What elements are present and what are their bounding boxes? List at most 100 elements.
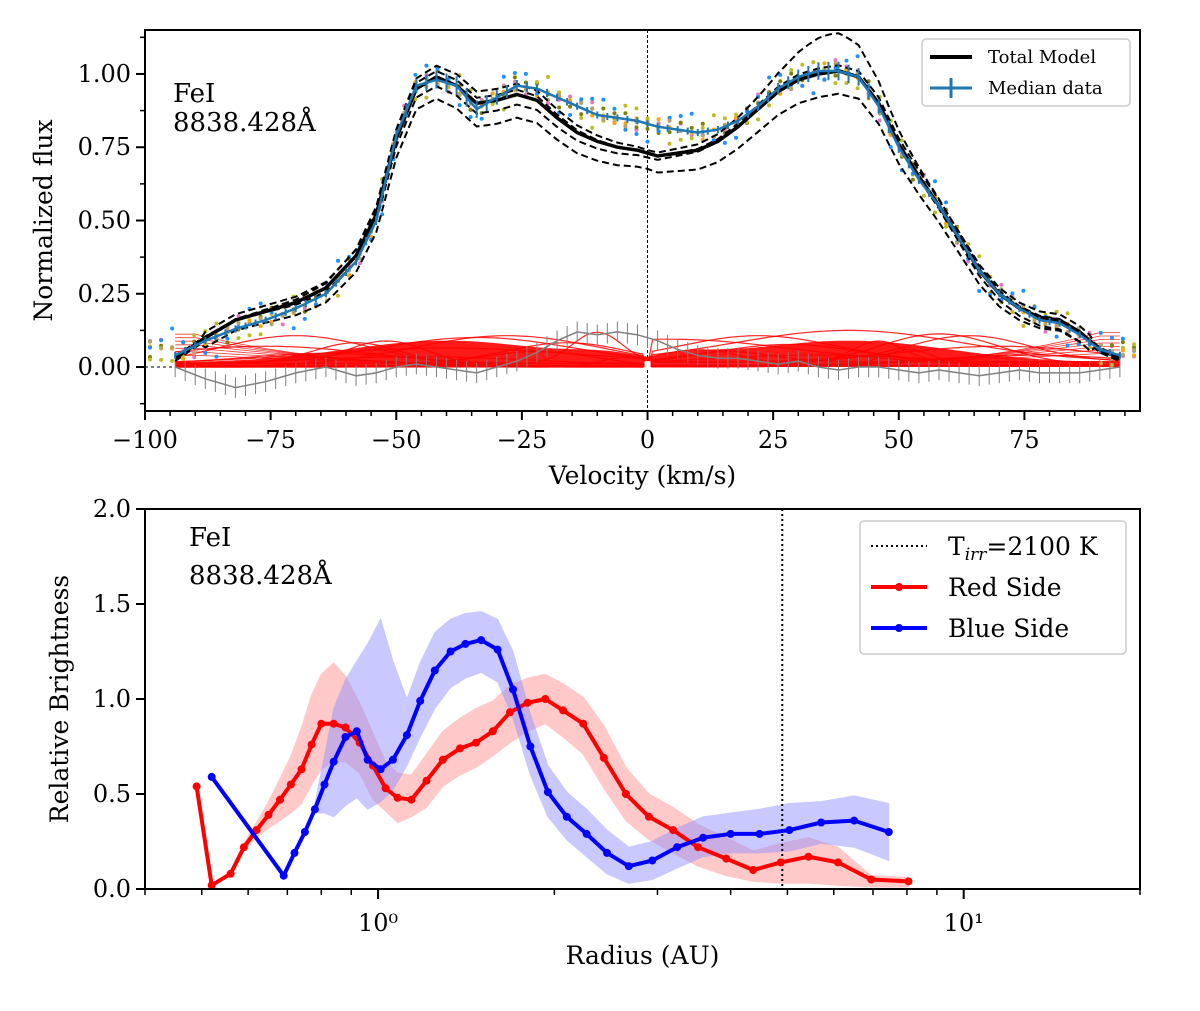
blue-side-point — [341, 733, 350, 741]
red-side-point — [307, 740, 316, 749]
data-point — [855, 86, 860, 91]
data-point — [148, 345, 152, 350]
data-point — [623, 121, 628, 126]
data-point — [568, 94, 573, 99]
data-point — [1109, 343, 1114, 348]
data-point — [800, 83, 805, 88]
y-tick-label: 0.0 — [93, 875, 131, 903]
data-point — [192, 351, 197, 356]
red-side-point — [422, 776, 431, 785]
blue-side-point — [279, 871, 288, 880]
data-point — [336, 293, 340, 298]
flux-legend: Total Model Median data — [921, 38, 1131, 107]
x-tick-label: 75 — [1009, 426, 1040, 454]
blue-side-point — [446, 647, 455, 656]
data-point — [722, 116, 727, 121]
red-side-point — [621, 790, 630, 798]
data-point — [1109, 362, 1114, 367]
data-point — [280, 322, 285, 327]
red-side-point — [239, 843, 248, 852]
data-point — [468, 115, 473, 119]
y-tick-label: 0.25 — [78, 280, 131, 308]
data-point — [258, 324, 263, 329]
data-point — [844, 58, 849, 63]
data-point — [1120, 340, 1125, 345]
data-point — [236, 314, 241, 319]
residual-series — [174, 321, 1121, 398]
y-tick-label: 1.00 — [78, 60, 131, 88]
y-tick-label: 0.5 — [93, 780, 131, 808]
data-point — [380, 212, 385, 217]
data-point — [833, 81, 838, 86]
data-point — [170, 345, 175, 350]
legend-irradiation-label: Tirr=2100 K — [948, 532, 1099, 565]
data-point — [623, 127, 628, 132]
blue-side-point — [363, 755, 372, 764]
red-side-point — [297, 765, 306, 774]
data-point — [822, 61, 827, 66]
data-point — [590, 113, 595, 118]
red-side-point — [541, 695, 550, 703]
data-point — [689, 136, 694, 141]
data-point — [247, 333, 252, 338]
red-side-point — [381, 784, 390, 793]
data-point — [1021, 324, 1026, 328]
data-point — [678, 114, 683, 118]
data-point — [579, 101, 584, 105]
data-point — [667, 141, 672, 146]
blue-side-point — [817, 818, 826, 827]
red-side-point — [192, 782, 201, 791]
data-point — [811, 60, 816, 65]
brightness-species-label: FeI — [189, 523, 231, 553]
brightness-wavelength-label: 8838.428Å — [189, 559, 333, 591]
red-side-point — [694, 843, 703, 852]
data-point — [623, 103, 628, 108]
data-point — [899, 138, 904, 143]
y-tick-label: 2.0 — [93, 495, 131, 523]
blue-side-point — [884, 828, 893, 836]
data-point — [778, 79, 783, 84]
data-point — [490, 91, 495, 96]
model-variant — [174, 92, 1121, 362]
model-variant — [174, 68, 1121, 363]
blue-side-point — [648, 856, 657, 865]
red-side-point — [264, 810, 273, 819]
y-tick-label: 0.00 — [78, 353, 131, 381]
data-point — [1021, 288, 1026, 293]
red-side-point — [867, 875, 876, 884]
red-side-point — [749, 866, 758, 874]
data-point — [148, 357, 152, 362]
data-point — [148, 339, 152, 344]
data-point — [1065, 343, 1070, 348]
data-point — [612, 121, 617, 126]
x-tick-label: −75 — [245, 426, 296, 454]
blue-side-point — [352, 727, 361, 736]
brightness-plot-area — [192, 509, 913, 889]
data-point — [225, 340, 230, 345]
data-point — [1098, 330, 1103, 335]
data-point — [833, 73, 838, 78]
data-point — [767, 75, 772, 80]
data-point — [523, 71, 528, 76]
data-point — [1132, 345, 1136, 350]
data-point — [1043, 329, 1048, 334]
red-side-point — [341, 723, 350, 732]
data-point — [789, 86, 794, 91]
blue-side-point — [785, 826, 794, 835]
legend-box — [921, 38, 1131, 107]
data-point — [734, 135, 738, 140]
red-side-point — [669, 826, 678, 835]
blue-side-point — [207, 772, 216, 781]
data-point — [358, 261, 363, 266]
data-point — [590, 96, 595, 101]
data-point — [1076, 342, 1081, 347]
component-fill — [175, 340, 1120, 368]
brightness-panel: 10⁰ 10¹ 0.0 0.5 1.0 1.5 2.0 FeI 8838.428Å Radi… — [45, 495, 1141, 970]
data-point — [877, 118, 882, 123]
data-point — [170, 359, 175, 363]
legend-blue-marker — [895, 624, 903, 632]
data-point — [966, 259, 971, 264]
data-point — [269, 322, 274, 327]
data-point — [347, 273, 351, 277]
